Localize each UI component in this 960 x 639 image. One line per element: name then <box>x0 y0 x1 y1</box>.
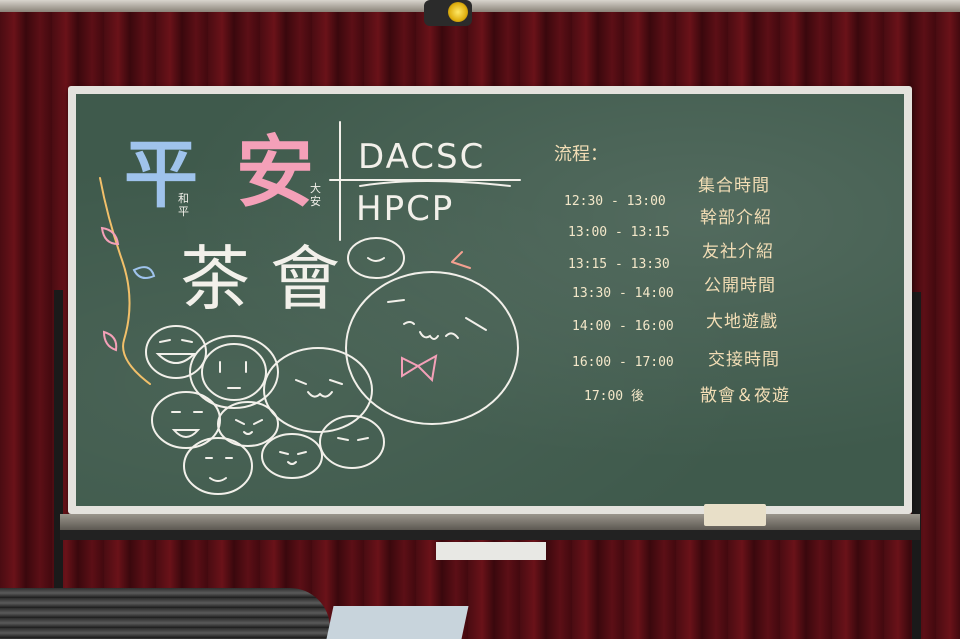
spotlight-lens <box>448 2 468 22</box>
schedule-time: 13:30 - 14:00 <box>572 286 674 301</box>
schedule-event: 集合時間 <box>698 176 770 196</box>
stand-leg-right <box>912 292 921 639</box>
white-box <box>436 542 546 560</box>
org-name-dacsc: DACSC <box>358 137 486 177</box>
schedule-time: 12:30 - 13:00 <box>564 194 666 209</box>
spotlight <box>424 0 472 26</box>
board-eraser <box>704 504 766 526</box>
org-name-hpcp: HPCP <box>356 189 455 229</box>
stand-crossbar <box>60 530 920 540</box>
schedule-time: 16:00 - 17:00 <box>572 355 674 370</box>
schedule-event: 幹部介紹 <box>700 208 772 228</box>
stand-leg-left <box>54 290 63 590</box>
schedule-heading: 流程： <box>554 144 608 165</box>
schedule-event: 大地遊戲 <box>706 312 778 332</box>
title-char-hui: 會 <box>270 238 340 320</box>
schedule-time: 13:00 - 13:15 <box>568 225 670 240</box>
schedule-time: 13:15 - 13:30 <box>568 257 670 272</box>
schedule-time: 14:00 - 16:00 <box>572 319 674 334</box>
title-char-cha: 茶 <box>180 238 250 320</box>
stacked-bags <box>0 588 330 639</box>
schedule-event: 公開時間 <box>704 276 776 296</box>
schedule-time: 17:00 後 <box>584 389 644 404</box>
schedule-event: 散會＆夜遊 <box>700 386 790 406</box>
schedule-event: 友社介紹 <box>702 242 774 262</box>
small-text-daan: 大安 <box>310 182 321 208</box>
chalk-tray <box>60 514 920 530</box>
ceiling <box>0 0 960 12</box>
schedule-event: 交接時間 <box>708 350 780 370</box>
small-text-peace: 和平 <box>178 192 189 218</box>
paper-stack <box>326 606 469 639</box>
title-char-an: 安 <box>236 127 315 218</box>
